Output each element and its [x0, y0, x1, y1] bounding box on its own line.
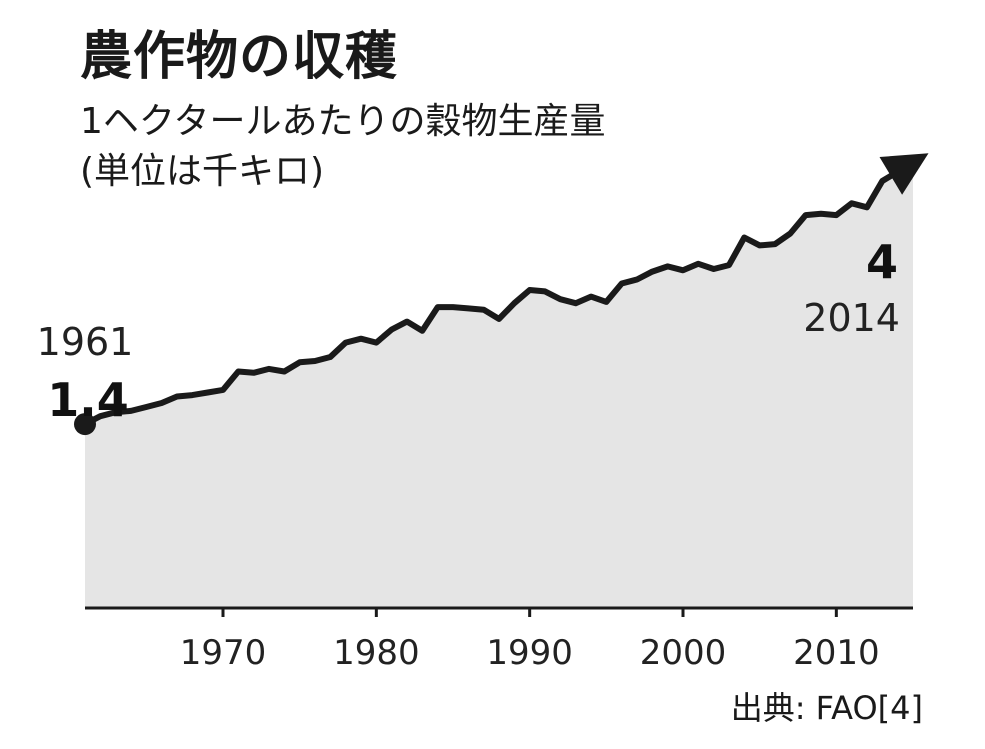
yield-line — [83, 169, 900, 427]
area-layer — [85, 166, 913, 608]
x-tick-label: 2010 — [793, 633, 880, 673]
line-layer — [74, 153, 929, 436]
end-value-label: 4 — [866, 235, 898, 289]
start-year-label: 1961 — [37, 320, 134, 364]
annotation-layer: 1961 1.4 4 2014 — [37, 235, 900, 427]
yield-area — [85, 166, 913, 608]
x-tick-label: 1990 — [486, 633, 573, 673]
trend-arrow-head — [879, 153, 929, 195]
end-year-label: 2014 — [803, 296, 900, 340]
x-axis: 1970 1980 1990 2000 2010 — [85, 606, 913, 673]
chart-title: 農作物の収穫 — [80, 27, 399, 87]
unit-note: (単位は千キロ) — [80, 151, 325, 192]
x-tick-label: 1970 — [180, 633, 267, 673]
x-tick-label: 1980 — [333, 633, 420, 673]
x-tick-label: 2000 — [640, 633, 727, 673]
start-value-label: 1.4 — [47, 373, 129, 427]
start-point-marker — [74, 413, 96, 436]
chart-subtitle: 1ヘクタールあたりの穀物生産量 — [80, 101, 606, 142]
source-note: 出典: FAO[4] — [730, 689, 923, 727]
